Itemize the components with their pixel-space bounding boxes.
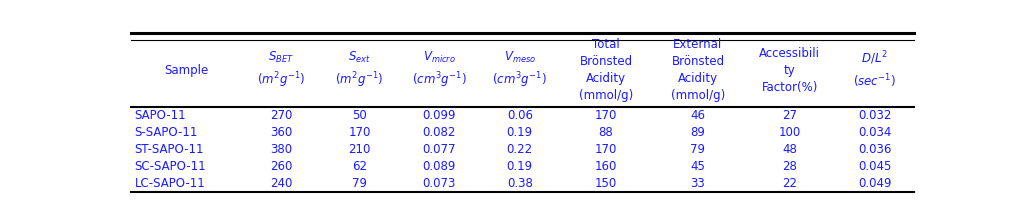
Text: 62: 62 xyxy=(352,160,367,173)
Text: 260: 260 xyxy=(270,160,292,173)
Text: 150: 150 xyxy=(594,177,616,190)
Text: 0.077: 0.077 xyxy=(422,143,455,156)
Text: 79: 79 xyxy=(690,143,705,156)
Text: 89: 89 xyxy=(690,126,705,139)
Text: $V_{micro}$
$(cm^3g^{-1})$: $V_{micro}$ $(cm^3g^{-1})$ xyxy=(412,50,466,90)
Text: Accessibili
ty
Factor(%): Accessibili ty Factor(%) xyxy=(758,47,819,93)
Text: 170: 170 xyxy=(594,109,616,122)
Text: LC-SAPO-11: LC-SAPO-11 xyxy=(135,177,205,190)
Text: SC-SAPO-11: SC-SAPO-11 xyxy=(135,160,206,173)
Text: 50: 50 xyxy=(352,109,367,122)
Text: 170: 170 xyxy=(347,126,370,139)
Text: $S_{BET}$
$(m^2g^{-1})$: $S_{BET}$ $(m^2g^{-1})$ xyxy=(257,50,305,90)
Text: 360: 360 xyxy=(270,126,292,139)
Text: 79: 79 xyxy=(352,177,367,190)
Text: 0.22: 0.22 xyxy=(506,143,532,156)
Text: 0.045: 0.045 xyxy=(857,160,891,173)
Text: 46: 46 xyxy=(690,109,705,122)
Text: 28: 28 xyxy=(782,160,797,173)
Text: 0.082: 0.082 xyxy=(422,126,455,139)
Text: 27: 27 xyxy=(782,109,797,122)
Text: Total
Brönsted
Acidity
(mmol/g): Total Brönsted Acidity (mmol/g) xyxy=(579,38,633,102)
Text: S-SAPO-11: S-SAPO-11 xyxy=(135,126,198,139)
Text: 0.38: 0.38 xyxy=(506,177,532,190)
Text: 0.049: 0.049 xyxy=(857,177,891,190)
Text: 0.06: 0.06 xyxy=(506,109,532,122)
Text: 170: 170 xyxy=(594,143,616,156)
Text: ST-SAPO-11: ST-SAPO-11 xyxy=(135,143,204,156)
Text: $S_{ext}$
$(m^2g^{-1})$: $S_{ext}$ $(m^2g^{-1})$ xyxy=(335,50,383,90)
Text: 48: 48 xyxy=(782,143,797,156)
Text: 210: 210 xyxy=(347,143,370,156)
Text: 160: 160 xyxy=(594,160,616,173)
Text: 0.034: 0.034 xyxy=(857,126,891,139)
Text: SAPO-11: SAPO-11 xyxy=(135,109,186,122)
Text: $D/L^2$
$(sec^{-1})$: $D/L^2$ $(sec^{-1})$ xyxy=(853,50,896,90)
Text: 0.099: 0.099 xyxy=(422,109,455,122)
Text: 100: 100 xyxy=(777,126,800,139)
Text: 0.19: 0.19 xyxy=(506,160,532,173)
Text: 240: 240 xyxy=(270,177,292,190)
Text: 88: 88 xyxy=(598,126,612,139)
Text: 0.089: 0.089 xyxy=(422,160,455,173)
Text: 270: 270 xyxy=(270,109,292,122)
Text: 33: 33 xyxy=(690,177,705,190)
Text: 45: 45 xyxy=(690,160,705,173)
Text: 0.036: 0.036 xyxy=(857,143,891,156)
Text: 0.073: 0.073 xyxy=(422,177,455,190)
Text: 0.19: 0.19 xyxy=(506,126,532,139)
Text: Sample: Sample xyxy=(164,63,209,77)
Text: $V_{meso}$
$(cm^3g^{-1})$: $V_{meso}$ $(cm^3g^{-1})$ xyxy=(492,50,546,90)
Text: External
Brönsted
Acidity
(mmol/g): External Brönsted Acidity (mmol/g) xyxy=(671,38,725,102)
Text: 0.032: 0.032 xyxy=(857,109,891,122)
Text: 380: 380 xyxy=(270,143,291,156)
Text: 22: 22 xyxy=(782,177,797,190)
